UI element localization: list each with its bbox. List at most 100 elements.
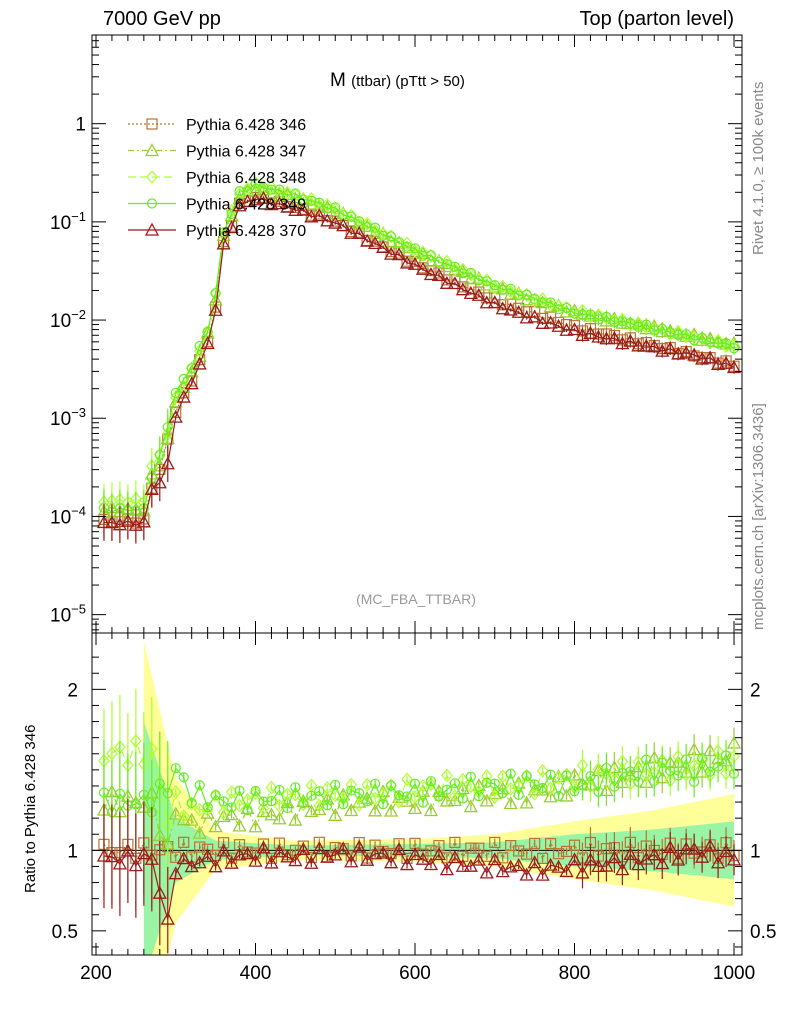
ratio-point [664,773,677,788]
ratio-point [521,848,533,860]
ratio-point [607,850,622,864]
ratio-point [457,793,468,804]
main-series [96,176,742,544]
data-point [489,280,500,291]
data-point [256,190,271,204]
data-point [170,387,181,398]
ratio-point [297,797,310,812]
ratio-point [583,852,598,866]
ratio-point [146,742,158,756]
ratio-point [647,847,662,861]
data-point [169,390,182,405]
ratio-point [567,852,582,866]
ratio-point [681,754,692,765]
ratio-point [543,857,558,871]
ratio-point [537,782,548,794]
ratio-point [224,855,239,869]
ratio-point [354,788,365,799]
ratio-point [298,798,309,809]
ratio-point [177,808,190,823]
data-point [399,255,415,269]
ratio-point [208,819,223,833]
data-point [178,373,189,384]
data-point [409,243,421,254]
ratio-point [561,770,572,781]
ratio-point [138,789,149,800]
ratio-point [160,911,175,925]
ratio-point [449,778,460,789]
ratio-point [330,779,341,790]
ratio-point [641,754,652,765]
ratio-point [256,840,271,854]
ratio-line [103,754,735,815]
ratio-point [505,768,516,779]
data-point [527,309,542,323]
x-tick-label: 600 [399,963,431,984]
ratio-point [599,783,614,797]
data-point [313,198,326,213]
series-line [103,182,735,513]
ratio-point [328,807,343,821]
data-point [312,208,327,222]
legend-label: Pythia 6.428 347 [186,144,306,161]
ratio-point [248,819,263,833]
ratio-point [368,803,383,817]
data-point [376,239,391,253]
ratio-point [615,862,630,876]
data-point [703,350,718,364]
legend-entry: Pythia 6.428 346 [128,117,306,134]
data-point [346,211,357,222]
data-point [306,195,317,206]
ratio-point [178,772,189,783]
ratio-point [704,766,716,777]
ratio-point [657,757,668,768]
data-point [441,254,453,269]
data-point [320,213,335,227]
ratio-point [264,855,279,869]
ratio-point [601,762,612,774]
data-point [641,319,652,330]
ratio-point [152,885,167,899]
ratio-point [234,785,245,796]
ratio-point [360,852,375,866]
ratio-point [479,793,494,807]
ratio-point [720,766,732,781]
ratio-point [170,763,181,774]
data-point [583,325,598,339]
ratio-point [399,857,415,871]
ratio-point [497,788,508,799]
data-point [289,187,302,202]
ratio-y-tick-label: 2 [67,680,78,701]
y-tick-label: 10−3 [50,405,86,430]
ratio-point [344,854,359,868]
ratio-point [226,802,237,813]
ratio-point [209,788,222,803]
ratio-point [712,761,724,772]
ratio-point [281,787,294,802]
data-point [633,321,644,332]
data-point [423,267,439,281]
ratio-point [224,807,239,821]
data-point [330,202,341,213]
ratio-point [344,803,359,817]
ratio-point [393,794,405,809]
series-4 [96,190,742,544]
ratio-point [168,806,183,820]
data-point [322,203,333,214]
ratio-point [407,847,423,861]
data-point [567,322,582,336]
ratio-point [489,836,501,849]
ratio-point [250,785,261,797]
legend-entry: Pythia 6.428 347 [128,143,306,161]
data-point [290,188,301,199]
data-point [136,514,151,528]
data-point [265,180,278,194]
ratio-point [449,836,461,849]
ratio-point [655,770,670,784]
data-point [360,233,375,247]
data-point [272,196,287,210]
ratio-point [391,842,407,856]
ratio-point [671,852,686,866]
ratio-point [519,867,534,881]
ratio-point [288,853,303,867]
